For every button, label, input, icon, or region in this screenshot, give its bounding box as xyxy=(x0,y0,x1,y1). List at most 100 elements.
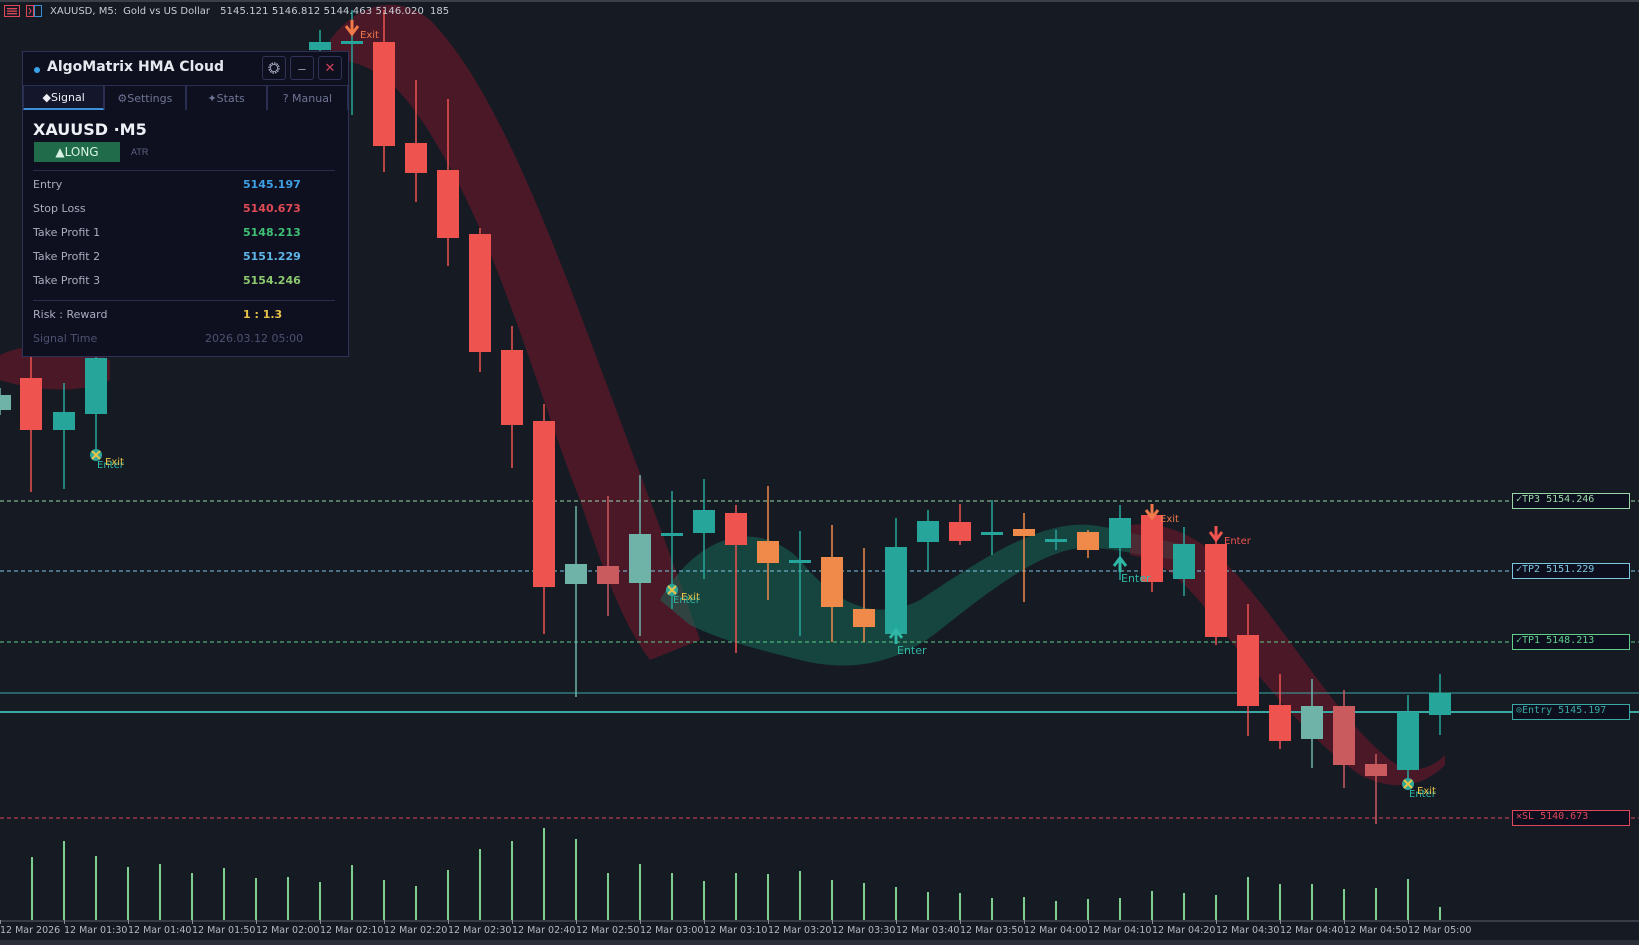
time-axis-tick xyxy=(192,920,193,924)
svg-text:Exit: Exit xyxy=(1417,786,1436,797)
time-axis-tick xyxy=(128,920,129,924)
candle[interactable] xyxy=(565,506,587,697)
candle[interactable] xyxy=(757,486,779,600)
row-stop-loss: Stop Loss 5140.673 xyxy=(33,202,333,220)
time-axis-tick xyxy=(0,920,1,924)
time-axis-tick xyxy=(64,920,65,924)
one-click-trading-icon[interactable] xyxy=(26,5,42,17)
time-axis-label: 12 Mar 02:50 xyxy=(576,925,640,936)
candle[interactable] xyxy=(85,352,107,449)
time-axis-label: 12 Mar 01:40 xyxy=(128,925,192,936)
time-axis-label: 12 Mar 03:30 xyxy=(832,925,896,936)
candle[interactable] xyxy=(0,388,11,415)
candle[interactable] xyxy=(885,518,907,634)
row-signal-time: Signal Time 2026.03.12 05:00 xyxy=(33,332,333,350)
candle[interactable] xyxy=(693,479,715,579)
candle[interactable] xyxy=(437,99,459,266)
entry-value: 5145.197 xyxy=(243,178,301,191)
row-tp1: Take Profit 1 5148.213 xyxy=(33,226,333,244)
candle[interactable] xyxy=(1173,527,1195,596)
time-axis-tick xyxy=(1408,920,1409,924)
candle[interactable] xyxy=(309,30,331,55)
candle[interactable] xyxy=(469,228,491,372)
time-axis[interactable]: 12 Mar 2026 12 Mar 01:30 12 Mar 01:40 12 Ma… xyxy=(0,920,1639,945)
candle[interactable] xyxy=(20,355,42,492)
time-axis-label: 12 Mar 02:00 xyxy=(256,925,320,936)
tab-manual[interactable]: ? Manual xyxy=(266,85,348,110)
tab-settings[interactable]: ⚙Settings xyxy=(104,85,186,110)
candle[interactable] xyxy=(1045,530,1067,550)
time-axis-tick xyxy=(768,920,769,924)
signal-time-value: 2026.03.12 05:00 xyxy=(205,332,304,345)
risk-reward-value: 1 : 1.3 xyxy=(243,308,283,321)
candle[interactable] xyxy=(53,383,75,489)
row-label: Entry xyxy=(33,178,63,191)
time-axis-tick xyxy=(1088,920,1089,924)
settings-button[interactable] xyxy=(262,56,286,80)
candle[interactable] xyxy=(725,505,747,653)
tab-signal[interactable]: ◆Signal xyxy=(23,85,105,110)
candle[interactable] xyxy=(629,475,651,636)
bottom-scrollbar[interactable] xyxy=(0,940,1639,945)
close-button[interactable]: ✕ xyxy=(318,56,342,80)
candle[interactable] xyxy=(501,326,523,468)
time-axis-label: 12 Mar 2026 xyxy=(0,925,61,936)
candle[interactable] xyxy=(1013,513,1035,602)
minimize-button[interactable]: – xyxy=(290,56,314,80)
time-axis-tick xyxy=(384,920,385,924)
tp3-label: ✓TP3 5154.246 xyxy=(1512,493,1630,509)
tp2-label: ✓TP2 5151.229 xyxy=(1512,563,1630,579)
signal-marker-enter-up: Enter xyxy=(1112,555,1151,585)
tab-stats[interactable]: ✦Stats xyxy=(185,85,267,110)
candle[interactable] xyxy=(1077,530,1099,558)
candle[interactable] xyxy=(1301,679,1323,768)
candle[interactable] xyxy=(1205,540,1227,645)
time-axis-tick xyxy=(1216,920,1217,924)
candle[interactable] xyxy=(1269,674,1291,749)
chart-symbol: XAUUSD, M5: xyxy=(50,5,118,17)
tp1-label: ✓TP1 5148.213 xyxy=(1512,634,1630,650)
candle[interactable] xyxy=(597,496,619,616)
candle[interactable] xyxy=(533,404,555,634)
candle[interactable] xyxy=(1333,690,1355,788)
svg-text:Exit: Exit xyxy=(360,30,379,41)
candle[interactable] xyxy=(405,80,427,202)
chart-ohlc: 5145.121 5146.812 5144.463 5146.020 xyxy=(220,5,424,17)
time-axis-label: 12 Mar 04:20 xyxy=(1152,925,1216,936)
time-axis-label: 12 Mar 05:00 xyxy=(1408,925,1472,936)
svg-text:Enter: Enter xyxy=(673,595,701,606)
svg-text:Enter: Enter xyxy=(1409,789,1437,800)
row-label: Take Profit 2 xyxy=(33,250,101,263)
candle[interactable] xyxy=(821,525,843,642)
candle[interactable] xyxy=(1397,695,1419,778)
candle[interactable] xyxy=(917,510,939,572)
candle[interactable] xyxy=(373,10,395,172)
chart-header: XAUUSD, M5: Gold vs US Dollar 5145.121 5… xyxy=(0,0,449,22)
time-axis-label: 12 Mar 04:50 xyxy=(1344,925,1408,936)
direction-badge: ▲LONG xyxy=(34,142,120,162)
candle[interactable] xyxy=(853,548,875,642)
time-axis-tick xyxy=(512,920,513,924)
candle[interactable] xyxy=(789,531,811,636)
panel-title-bar[interactable]: AlgoMatrix HMA Cloud – ✕ xyxy=(23,52,348,84)
method-label: ATR xyxy=(131,147,149,157)
candle[interactable] xyxy=(1365,754,1387,824)
candle[interactable] xyxy=(981,500,1003,555)
time-axis-label: 12 Mar 04:40 xyxy=(1280,925,1344,936)
panel-tabs: ◆Signal ⚙Settings ✦Stats ? Manual xyxy=(23,85,348,110)
svg-text:Enter: Enter xyxy=(897,644,927,657)
row-tp2: Take Profit 2 5151.229 xyxy=(33,250,333,268)
minimize-icon: – xyxy=(298,60,306,76)
svg-text:Enter: Enter xyxy=(1224,536,1252,547)
candle[interactable] xyxy=(1237,604,1259,736)
signal-symbol: XAUUSD ·M5 xyxy=(33,120,147,139)
algomatrix-panel[interactable]: AlgoMatrix HMA Cloud – ✕ ◆Signal ⚙Settin… xyxy=(22,51,349,357)
time-axis-label: 12 Mar 02:40 xyxy=(512,925,576,936)
time-axis-tick xyxy=(256,920,257,924)
candle[interactable] xyxy=(1429,674,1451,735)
chart-list-icon[interactable] xyxy=(4,5,20,17)
row-tp3: Take Profit 3 5154.246 xyxy=(33,274,333,292)
candle[interactable] xyxy=(949,504,971,545)
time-axis-tick xyxy=(896,920,897,924)
